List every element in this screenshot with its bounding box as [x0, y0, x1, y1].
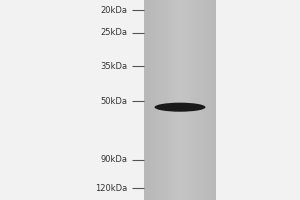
Text: 25kDa: 25kDa [100, 28, 127, 37]
Bar [202, 0, 204, 200]
Bar [163, 0, 166, 200]
Bar [146, 0, 149, 200]
Bar [158, 0, 161, 200]
Text: 50kDa: 50kDa [100, 97, 127, 106]
Text: 20kDa: 20kDa [100, 6, 127, 15]
Bar [204, 0, 206, 200]
Bar [173, 0, 175, 200]
Bar [144, 0, 146, 200]
Bar [168, 0, 170, 200]
Text: 35kDa: 35kDa [100, 62, 127, 71]
Text: 120kDa: 120kDa [95, 184, 128, 193]
Bar [156, 0, 158, 200]
Text: 90kDa: 90kDa [100, 155, 127, 164]
Bar [170, 0, 173, 200]
Bar [154, 0, 156, 200]
Bar [187, 0, 190, 200]
Bar [199, 0, 202, 200]
Ellipse shape [154, 103, 206, 112]
Bar [182, 0, 185, 200]
Bar [197, 0, 199, 200]
Bar [194, 0, 197, 200]
Bar [185, 0, 187, 200]
Bar [149, 0, 151, 200]
Bar [206, 0, 209, 200]
Bar [190, 0, 192, 200]
Bar [161, 0, 163, 200]
Bar [151, 0, 154, 200]
Bar [180, 0, 182, 200]
Bar [144, 0, 216, 200]
Bar [175, 0, 178, 200]
Bar [178, 0, 180, 200]
Bar [214, 0, 216, 200]
Bar [209, 0, 211, 200]
Bar [211, 0, 214, 200]
Bar [166, 0, 168, 200]
Bar [192, 0, 194, 200]
